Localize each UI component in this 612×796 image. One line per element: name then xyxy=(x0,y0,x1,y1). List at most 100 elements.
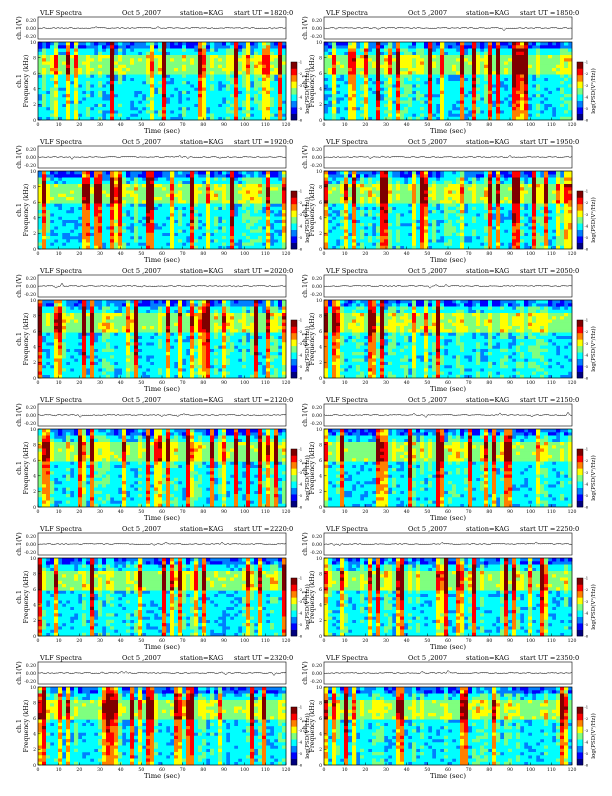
spectrogram-cell xyxy=(238,178,242,182)
spectrogram-cell xyxy=(166,239,170,243)
spectrogram-cell xyxy=(206,230,210,234)
spectrogram-cell xyxy=(78,194,82,198)
spectrogram-cell xyxy=(230,91,234,95)
spectrogram-cell xyxy=(254,171,258,175)
spectrogram-cell xyxy=(242,104,246,108)
spectrogram-cell xyxy=(50,236,54,240)
spectrogram-cell xyxy=(492,75,496,79)
spectrogram-cell xyxy=(444,207,448,211)
spectrogram-cell xyxy=(404,207,408,211)
spectrogram-cell xyxy=(70,91,74,95)
spectrogram-cell xyxy=(348,97,352,101)
spectrogram-cell xyxy=(396,217,400,221)
spectrogram-cell xyxy=(404,49,408,53)
spectrogram-cell xyxy=(82,207,86,211)
spectrogram-cell xyxy=(348,220,352,224)
spectrogram-cell xyxy=(58,75,62,79)
spectrogram-cell xyxy=(98,191,102,195)
spectrogram-cell xyxy=(74,210,78,214)
spectrogram-cell xyxy=(218,110,222,114)
spectrogram-cell xyxy=(364,62,368,66)
spectrogram-cell xyxy=(278,107,282,111)
spectrogram-cell xyxy=(408,101,412,105)
spectrogram-cell xyxy=(190,226,194,230)
spectrogram-cell xyxy=(138,239,142,243)
spectrogram-cell xyxy=(424,97,428,101)
spectrogram-cell xyxy=(420,49,424,53)
spectrogram-cell xyxy=(404,239,408,243)
spectrogram-cell xyxy=(186,210,190,214)
spectrogram-cell xyxy=(376,78,380,82)
spectrogram-cell xyxy=(336,75,340,79)
spectrogram-cell xyxy=(62,191,66,195)
spectrogram-cell xyxy=(250,243,254,247)
spectrogram-cell xyxy=(380,194,384,198)
spectrogram-cell xyxy=(242,78,246,82)
spectrogram-cell xyxy=(404,213,408,217)
spectrogram-cell xyxy=(396,45,400,49)
spectrogram-cell xyxy=(110,75,114,79)
spectrogram-cell xyxy=(170,55,174,59)
spectrogram-cell xyxy=(110,178,114,182)
spectrogram-cell xyxy=(408,197,412,201)
spectrogram-cell xyxy=(348,210,352,214)
spectrogram-cell xyxy=(348,230,352,234)
spectrogram-cell xyxy=(122,91,126,95)
spectrogram-cell xyxy=(484,104,488,108)
spectrogram-cell xyxy=(274,84,278,88)
spectrogram-cell xyxy=(238,110,242,114)
spectrogram-cell xyxy=(476,62,480,66)
spectrogram-cell xyxy=(42,65,46,69)
y-tick-label: 10 xyxy=(316,40,322,46)
spectrogram-cell xyxy=(360,107,364,111)
spectrogram-cell xyxy=(174,45,178,49)
spectrogram-cell xyxy=(234,91,238,95)
spectrogram-cell xyxy=(50,226,54,230)
spectrogram-cell xyxy=(388,45,392,49)
spectrogram-cell xyxy=(190,107,194,111)
spectrogram-cell xyxy=(262,239,266,243)
spectrogram-cell xyxy=(190,49,194,53)
spectrogram-cell xyxy=(344,184,348,188)
spectrogram-cell xyxy=(234,230,238,234)
spectrogram-cell xyxy=(46,65,50,69)
spectrogram-cell xyxy=(424,223,428,227)
spectrogram-cell xyxy=(364,204,368,208)
spectrogram-cell xyxy=(524,58,528,62)
spectrogram-cell xyxy=(182,226,186,230)
spectrogram-cell xyxy=(384,68,388,72)
spectrogram-cell xyxy=(452,191,456,195)
spectrogram-cell xyxy=(416,65,420,69)
spectrogram-cell xyxy=(174,194,178,198)
spectrogram-cell xyxy=(262,220,266,224)
spectrogram-cell xyxy=(58,200,62,204)
spectrogram-cell xyxy=(456,226,460,230)
spectrogram-cell xyxy=(392,230,396,234)
spectrogram-cell xyxy=(274,243,278,247)
spectrogram-cell xyxy=(230,62,234,66)
spectrogram-cell xyxy=(138,194,142,198)
spectrogram-cell xyxy=(448,213,452,217)
spectrogram-cell xyxy=(254,78,258,82)
spectrogram-cell xyxy=(246,68,250,72)
spectrogram-cell xyxy=(404,62,408,66)
spectrogram-cell xyxy=(332,62,336,66)
spectrogram-cell xyxy=(218,223,222,227)
spectrogram-cell xyxy=(392,88,396,92)
spectrogram-cell xyxy=(162,110,166,114)
spectrogram-cell xyxy=(456,184,460,188)
spectrogram-cell xyxy=(274,81,278,85)
spectrogram-cell xyxy=(214,236,218,240)
spectrogram-cell xyxy=(126,171,130,175)
spectrogram-cell xyxy=(114,236,118,240)
spectrogram-cell xyxy=(376,55,380,59)
spectrogram-cell xyxy=(98,104,102,108)
spectrogram-cell xyxy=(46,226,50,230)
spectrogram-cell xyxy=(424,197,428,201)
spectrogram-cell xyxy=(170,84,174,88)
spectrogram-cell xyxy=(206,226,210,230)
spectrogram-cell xyxy=(266,97,270,101)
spectrogram-cell xyxy=(150,68,154,72)
spectrogram-cell xyxy=(376,52,380,56)
spectrogram-cell xyxy=(202,97,206,101)
